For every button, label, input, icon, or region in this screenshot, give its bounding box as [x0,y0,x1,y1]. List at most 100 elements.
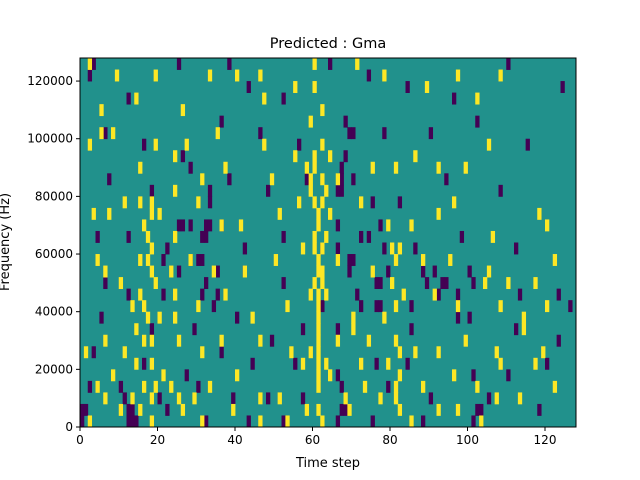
heatmap-cell-high [149,265,155,278]
x-tick-label: 120 [534,433,557,447]
heatmap-cell-high [142,334,147,347]
heatmap-cell-high [382,311,387,324]
y-tick-label: 80000 [35,189,73,203]
y-tick-label: 100000 [27,132,73,146]
heatmap-cell-low [250,357,255,370]
heatmap-cell-low [157,392,162,405]
heatmap-cell-high [111,127,116,140]
heatmap-cell-low [231,392,236,405]
heatmap-cell-high [498,300,503,313]
heatmap-cell-high [316,369,321,382]
heatmap-cell-high [413,150,418,163]
heatmap-cell-low [204,277,209,290]
heatmap-cell-high [235,69,240,82]
heatmap-cell-low [149,184,155,197]
heatmap-cell-low [452,92,457,105]
heatmap-cell-low [269,334,275,347]
heatmap-cell-low [142,138,147,151]
heatmap-cell-low [142,357,147,370]
heatmap-cell-low [525,138,530,151]
heatmap-cell-high [545,300,550,313]
heatmap-cell-high [312,161,317,174]
heatmap-cell-high [173,150,178,163]
heatmap-cell-low [95,230,100,243]
x-tick-label: 80 [382,433,397,447]
heatmap-cell-high [173,311,178,324]
heatmap-cell-high [196,300,201,313]
heatmap-cell-low [405,357,410,370]
heatmap-cell-low [80,415,85,428]
heatmap-cell-high [308,346,313,359]
heatmap-cell-low [378,277,383,290]
heatmap-cell-low [359,230,364,243]
heatmap-cell-low [355,288,360,301]
heatmap-cell-low [118,380,124,393]
heatmap-cell-low [200,254,205,266]
heatmap-cell-high [328,150,333,163]
y-axis-label: Frequency (Hz) [0,193,13,291]
heatmap-cell-low [200,288,205,301]
heatmap-cell-high [320,265,325,278]
heatmap-cell-high [362,380,368,393]
heatmap-cell-high [390,277,395,290]
heatmap-cell-low [196,254,201,266]
heatmap-cell-high [475,92,480,105]
heatmap-cell-low [335,242,341,255]
heatmap-cell-high [320,196,325,209]
heatmap-cell-high [258,392,263,405]
heatmap-cell-high [122,196,127,209]
heatmap-cell-high [149,357,155,370]
heatmap-cell-high [99,127,104,140]
heatmap-cell-high [316,300,321,313]
heatmap-cell-high [180,104,186,117]
heatmap-cell-high [153,380,158,393]
heatmap-cell-high [545,219,550,232]
heatmap-cell-low [215,288,220,301]
heatmap-cell-low [475,115,480,128]
heatmap-cell-high [537,207,542,220]
heatmap-cell-low [335,323,341,336]
heatmap-cell-high [401,288,406,301]
heatmap-cell-high [386,219,391,232]
heatmap-cell-high [134,357,139,370]
heatmap-cell-high [223,288,228,301]
heatmap-cell-high [207,380,213,393]
heatmap-cell-high [157,207,162,220]
heatmap-cell-low [235,311,240,324]
heatmap-cell-high [517,392,523,405]
heatmap-cell-low [351,254,356,266]
heatmap-cell-high [145,311,151,324]
heatmap-cell-low [556,288,561,301]
heatmap-cell-high [173,288,178,301]
heatmap-cell-high [390,242,395,255]
heatmap-cell-high [308,288,313,301]
heatmap-cell-high [134,92,139,105]
heatmap-cell-high [87,415,93,428]
heatmap-cell-low [242,242,248,255]
heatmap-cell-low [281,415,286,428]
heatmap-cell-high [149,392,155,405]
heatmap-cell-high [494,392,499,405]
heatmap-cell-high [149,207,155,220]
heatmap-cell-low [378,300,383,313]
heatmap-cell-high [452,196,457,209]
y-tick-label: 40000 [35,305,73,319]
heatmap-cell-high [436,161,441,174]
heatmap-cell-low [134,415,139,428]
heatmap-cell-high [316,403,321,416]
heatmap-cell-high [200,346,205,359]
heatmap-cell-high [498,69,503,82]
heatmap-cell-low [246,81,251,93]
heatmap-cell-low [180,150,186,163]
heatmap-cell-high [320,415,325,428]
heatmap-cell-low [409,300,414,313]
heatmap-cell-low [227,58,232,70]
heatmap-cell-low [207,219,213,232]
heatmap-cell-low [200,230,205,243]
heatmap-cell-low [498,184,503,197]
heatmap-cell-low [405,81,410,93]
heatmap-cell-high [149,415,155,428]
heatmap-cell-high [138,254,143,266]
heatmap-cell-high [312,242,317,255]
